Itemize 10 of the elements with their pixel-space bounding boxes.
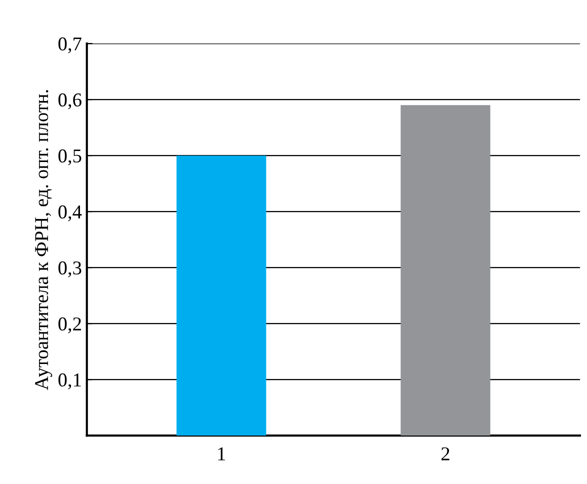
y-tick-label: 0,6 xyxy=(58,93,82,110)
y-axis-title: Аутоантитела к ФРН, ед. опт. плотн. xyxy=(35,90,52,390)
x-tick-label: 1 xyxy=(218,447,226,460)
y-tick-label: 0,5 xyxy=(58,149,82,166)
y-tick-label: 0,7 xyxy=(58,37,82,54)
y-tick-label: 0,3 xyxy=(58,261,82,278)
y-tick-label: 0,1 xyxy=(58,373,81,390)
y-tick-label: 0,4 xyxy=(58,205,82,222)
x-tick-label: 2 xyxy=(441,447,450,460)
y-tick-label: 0,2 xyxy=(58,317,81,334)
